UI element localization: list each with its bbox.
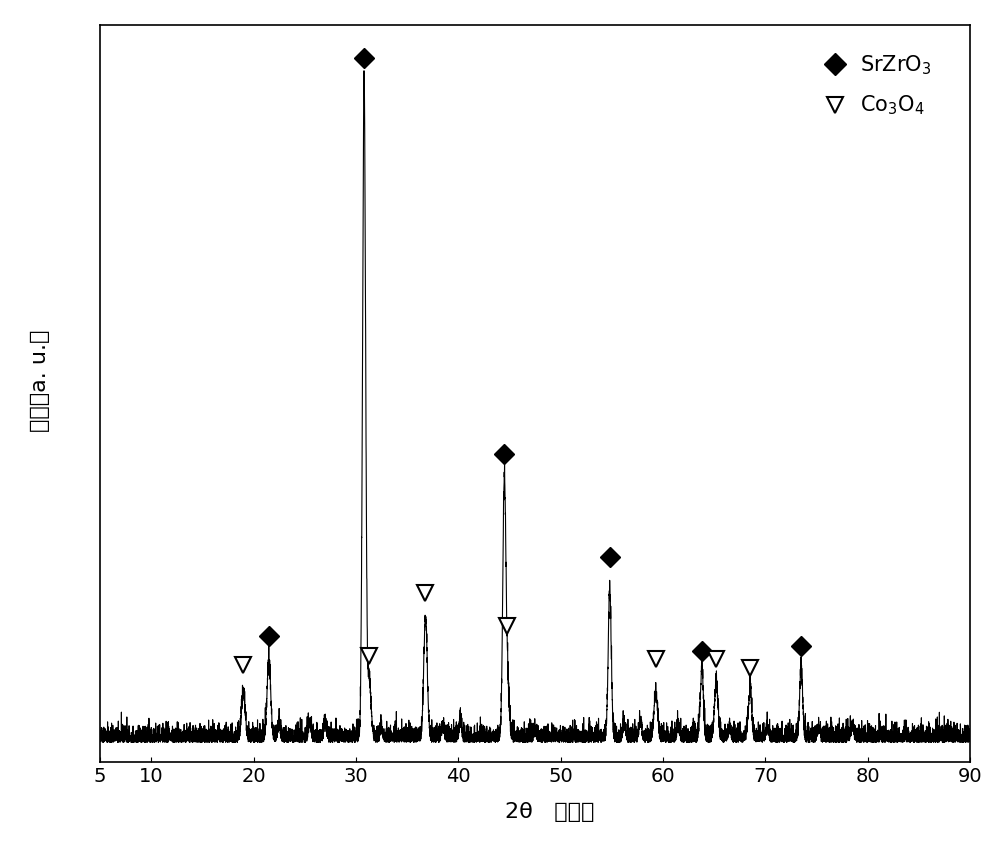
Text: 强度（a. u.）: 强度（a. u.） (30, 330, 50, 432)
Legend: SrZrO$_3$, Co$_3$O$_4$: SrZrO$_3$, Co$_3$O$_4$ (804, 43, 942, 128)
Text: 2θ   （度）: 2θ （度） (505, 801, 595, 822)
